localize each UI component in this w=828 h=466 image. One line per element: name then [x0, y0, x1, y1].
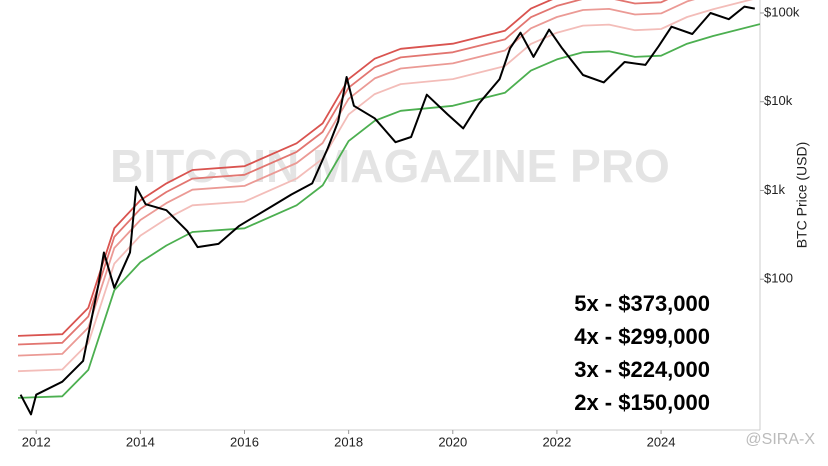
x-tick-label: 2020 [438, 434, 467, 449]
x-tick-label: 2016 [230, 434, 259, 449]
x-tick-label: 2018 [334, 434, 363, 449]
x-tick-label: 2022 [542, 434, 571, 449]
x-tick-label: 2012 [22, 434, 51, 449]
y-tick-label: $1k [764, 182, 785, 197]
credit: @SIRA-X [745, 431, 815, 448]
series-line [18, 0, 669, 346]
y-axis-label: BTC Price (USD) [794, 142, 810, 249]
y-tick-label: $10k [764, 93, 793, 108]
x-tick-label: 2014 [126, 434, 155, 449]
series-line [18, 0, 695, 357]
annotation: 5x - $373,000 [574, 291, 710, 316]
y-tick-label: $100k [764, 4, 800, 19]
x-tick-label: 2024 [647, 434, 676, 449]
annotation: 4x - $299,000 [574, 324, 710, 349]
annotation: 2x - $150,000 [574, 390, 710, 415]
series-line [18, 0, 754, 373]
annotation: 3x - $224,000 [574, 357, 710, 382]
watermark: BITCOIN MAGAZINE PRO [110, 140, 670, 192]
series-line [18, 23, 760, 399]
series-line [18, 0, 553, 337]
y-tick-label: $100 [764, 271, 793, 286]
series-line [19, 5, 755, 416]
